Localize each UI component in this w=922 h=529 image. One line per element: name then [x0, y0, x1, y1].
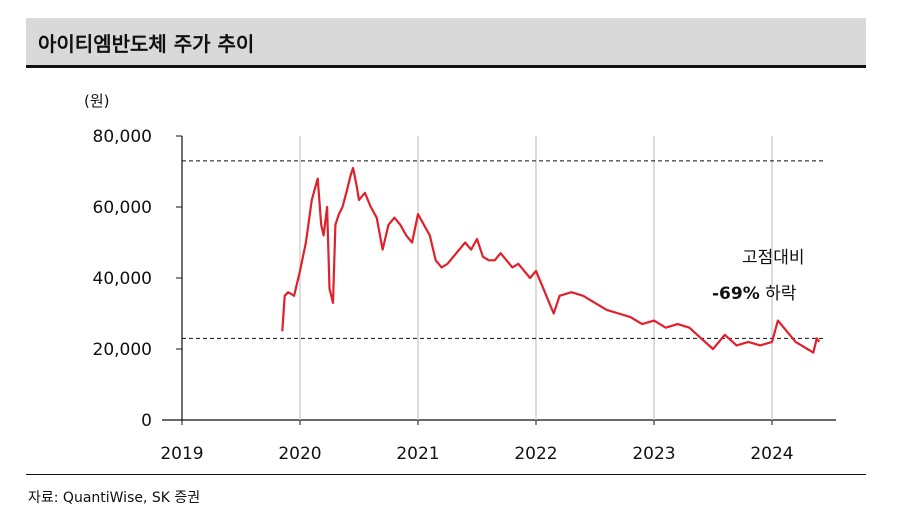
x-tick-label: 2021 — [396, 444, 439, 464]
chart-title: 아이티엠반도체 주가 추이 — [38, 32, 255, 56]
x-tick-label: 2023 — [632, 444, 675, 464]
title-bar: 아이티엠반도체 주가 추이 — [26, 18, 866, 68]
y-tick-label: 0 — [141, 411, 152, 431]
bottom-rule — [26, 474, 866, 475]
y-tick-label: 40,000 — [93, 269, 152, 289]
annotation-decline-pct: -69% — [712, 284, 760, 304]
y-tick-label: 60,000 — [93, 198, 152, 218]
annotation-decline: -69% 하락 — [712, 279, 796, 304]
price-line — [281, 166, 821, 354]
y-tick-label: 80,000 — [93, 127, 152, 147]
source-note: 자료: QuantiWise, SK 증권 — [28, 490, 201, 506]
x-tick-label: 2022 — [514, 444, 557, 464]
annotation-decline-word: 하락 — [765, 284, 797, 304]
x-tick-label: 2020 — [278, 444, 321, 464]
annotation-peak: 고점대비 — [742, 248, 805, 268]
x-tick-label: 2024 — [750, 444, 793, 464]
y-tick-label: 20,000 — [93, 340, 152, 360]
x-tick-label: 2019 — [160, 444, 203, 464]
y-axis-unit: (원) — [84, 92, 110, 110]
